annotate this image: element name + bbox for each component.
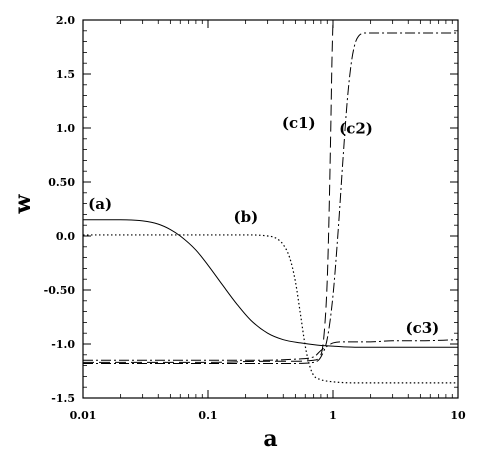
labels-layer: 0.01 0.1 1 10 2.0 1.5 1.0 0.50 0.0 -0.50 -1.0 -1.5 [44, 14, 466, 422]
series-line-c3 [83, 339, 458, 361]
y-tick-label: -0.50 [44, 284, 76, 297]
y-axis-label: w [10, 193, 36, 214]
series-line-c1 [83, 20, 334, 363]
y-tick-label: 1.0 [56, 122, 75, 135]
y-tick-label: 0.50 [48, 176, 75, 189]
series-line-a [83, 219, 458, 348]
annotation-c1: (c1) [282, 114, 316, 132]
series-line-b [83, 234, 458, 384]
x-tick-label: 0.1 [198, 409, 217, 422]
plot-frame [82, 19, 459, 399]
annotation-c3: (c3) [405, 319, 439, 337]
y-tick-label: 0.0 [56, 230, 75, 243]
series-line-c2 [83, 32, 458, 364]
annotation-a: (a) [88, 195, 112, 213]
annotation-b: (b) [234, 208, 259, 226]
x-tick-label: 10 [450, 409, 466, 422]
x-axis-label: a [263, 426, 277, 452]
y-tick-label: 1.5 [56, 68, 75, 81]
y-tick-label: -1.5 [51, 392, 75, 405]
annotations-layer: (a) (b) (c1) (c2) (c3) [88, 114, 439, 337]
x-tick-label: 0.01 [70, 409, 97, 422]
y-tick-label: 2.0 [56, 14, 75, 27]
x-tick-label: 1 [329, 409, 337, 422]
y-tick-label: -1.0 [51, 338, 75, 351]
ticks-layer [82, 19, 459, 399]
lines-layer [83, 20, 458, 384]
annotation-c2: (c2) [339, 119, 373, 137]
